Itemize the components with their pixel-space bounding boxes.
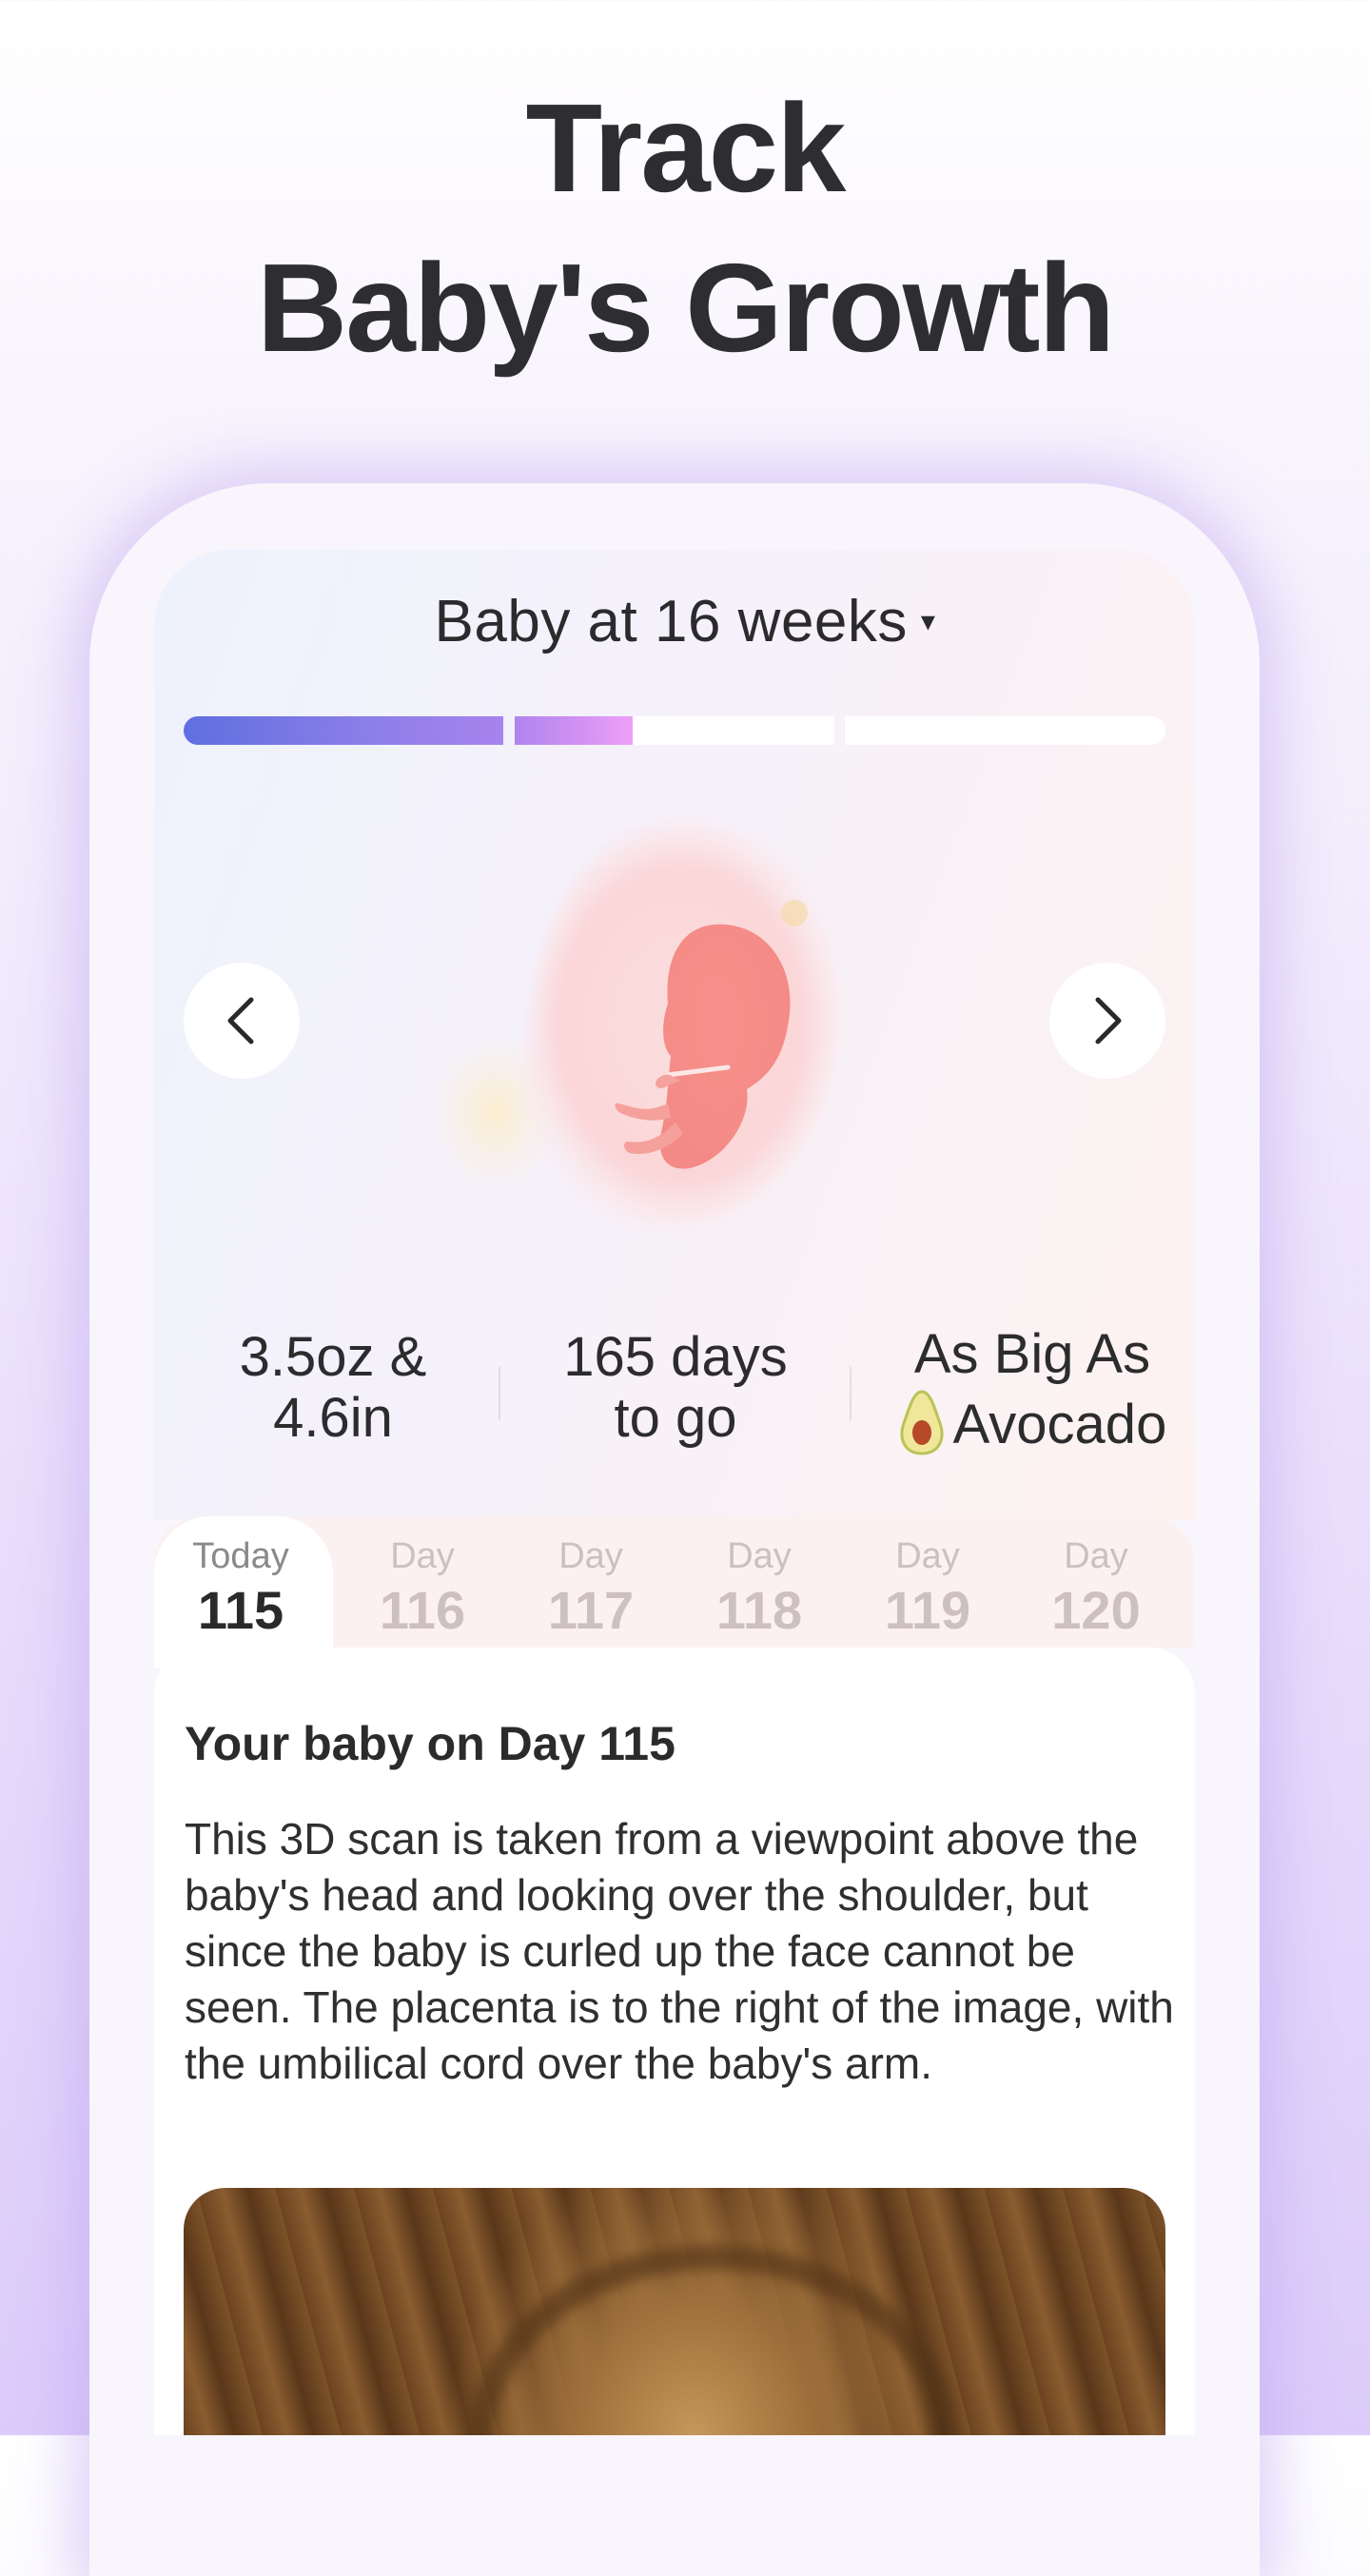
- progress-segment-trimester-2-remaining: [633, 716, 834, 745]
- days-to-go-stat: 165 days to go: [563, 1326, 788, 1449]
- caret-down-icon: ▾: [920, 606, 936, 638]
- headline-line-1: Track: [525, 78, 847, 218]
- baby-stats-row: 3.5oz & 4.6in 165 days to go As Big As A…: [171, 1323, 1199, 1460]
- day-content-title: Your baby on Day 115: [185, 1717, 675, 1770]
- day-tab-120[interactable]: Day 120: [1051, 1536, 1141, 1640]
- chevron-right-icon: [1095, 997, 1122, 1044]
- ultrasound-scan-image: [184, 2188, 1165, 2435]
- day-tab-119[interactable]: Day 119: [884, 1536, 971, 1640]
- next-week-button[interactable]: [1049, 963, 1165, 1079]
- day-content-description: This 3D scan is taken from a viewpoint a…: [185, 1814, 1174, 2088]
- active-day-tab-background: [154, 1516, 333, 1669]
- day-tab-118[interactable]: Day 118: [715, 1536, 803, 1640]
- chevron-left-icon: [227, 997, 254, 1044]
- stat-divider: [850, 1367, 851, 1420]
- headline-line-2: Baby's Growth: [256, 238, 1115, 378]
- baby-size-stat: 3.5oz & 4.6in: [239, 1326, 427, 1449]
- fetus-illustration: [428, 821, 840, 1228]
- progress-segment-trimester-3: [845, 716, 1165, 745]
- day-tab-116[interactable]: Day 116: [379, 1536, 466, 1640]
- scan-detail: [469, 2245, 956, 2435]
- day-tab-115[interactable]: Today 115: [192, 1536, 289, 1640]
- progress-segment-trimester-2-filled: [515, 716, 633, 745]
- day-tab-117[interactable]: Day 117: [547, 1536, 635, 1640]
- progress-segment-trimester-1: [184, 716, 503, 745]
- marketing-headline: Track Baby's Growth: [0, 68, 1370, 388]
- avocado-icon: [900, 1390, 944, 1455]
- previous-week-button[interactable]: [184, 963, 300, 1079]
- week-selector-label: Baby at 16 weeks: [434, 589, 908, 654]
- week-selector[interactable]: Baby at 16 weeks ▾: [0, 588, 1370, 655]
- size-comparison-stat: As Big As Avocado: [866, 1319, 1199, 1463]
- stat-divider: [499, 1367, 500, 1420]
